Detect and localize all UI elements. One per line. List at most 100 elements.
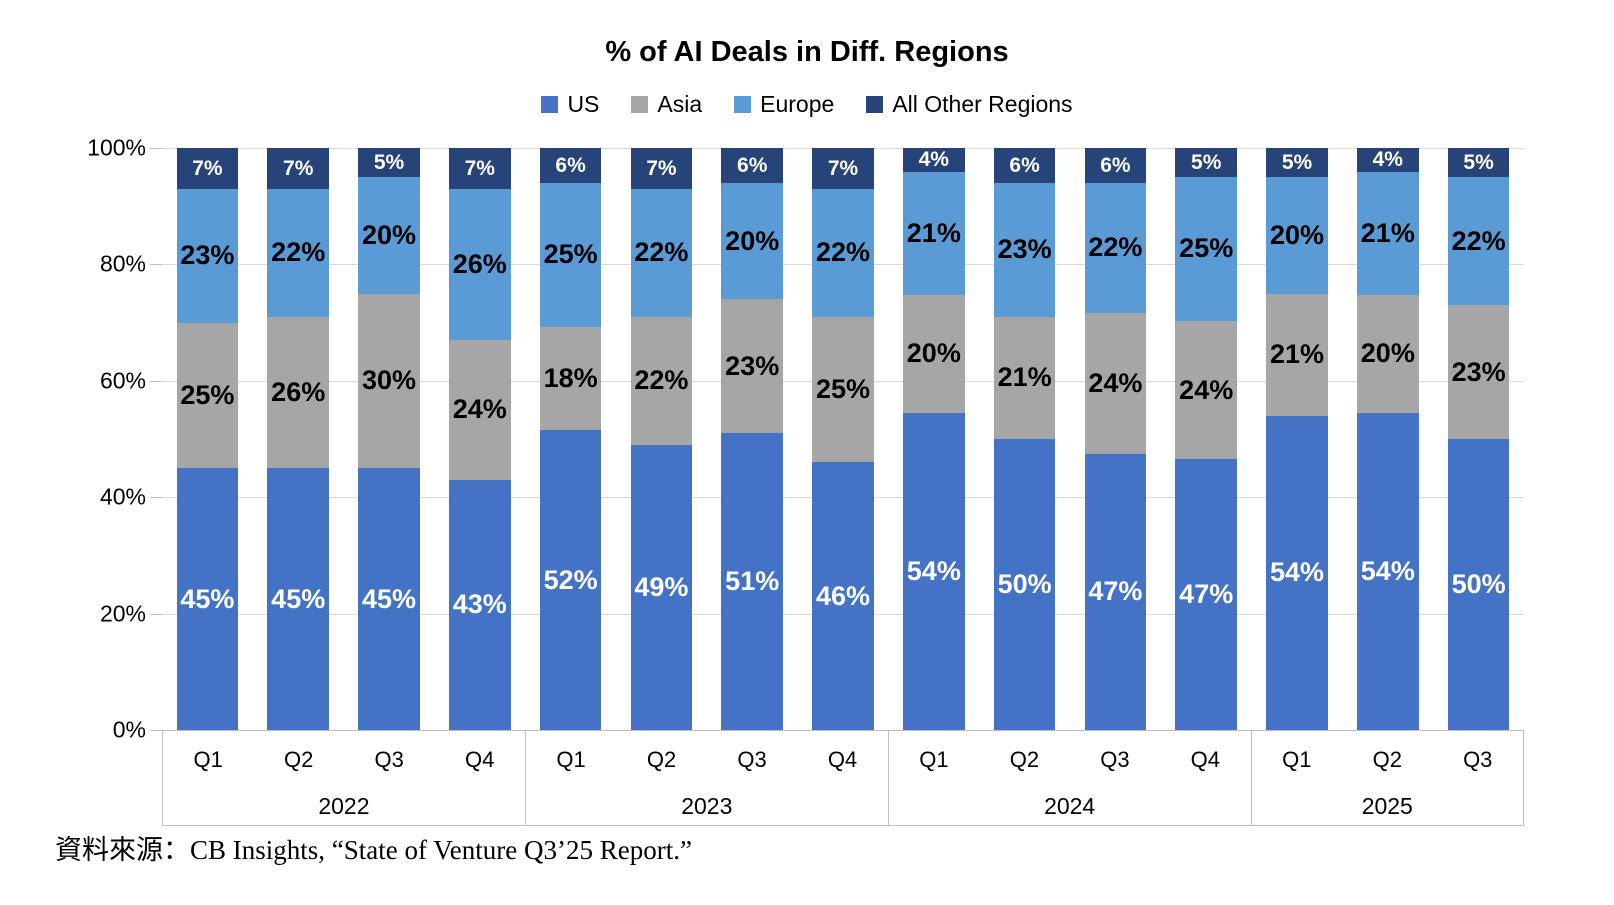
bar-slot-2024-q1: 54% 20% 21% 4% [888,148,979,730]
segment-us: 50% [993,439,1056,730]
segment-all-other-regions: 5% [1175,148,1238,177]
segment-all-other-regions: 6% [993,148,1056,183]
data-label: 45% [180,583,235,614]
data-label: 51% [725,566,780,597]
segment-us: 50% [1447,439,1510,730]
data-label: 45% [361,583,417,614]
segment-europe: 25% [539,182,602,327]
bars-container: 45% 25% 23% 7% 45% 26% 22% 7% 45% 30% 20% 5% 43% 24% 2… [162,147,1524,730]
segment-us: 49% [630,444,693,730]
y-axis-tick-mark [150,148,162,149]
bar-slot-2024-q2: 50% 21% 23% 6% [979,148,1070,730]
year-label: 2024 [1044,793,1096,819]
data-label: 5% [1463,151,1494,175]
data-label: 54% [906,555,961,586]
quarter-label: Q1 [556,746,586,772]
stacked-bar: 54% 21% 20% 5% [1266,148,1328,730]
stacked-bar: 45% 25% 23% 7% [176,148,239,730]
y-axis-tick-mark [150,380,162,382]
segment-us: 54% [902,412,965,730]
data-label: 7% [464,156,495,180]
segment-asia: 21% [1266,293,1328,416]
data-label: 47% [1088,576,1143,607]
chart-legend: US Asia Europe All Other Regions [0,93,1614,116]
data-label: 21% [997,362,1052,393]
data-label: 43% [452,589,507,620]
y-axis-tick-mark [150,497,162,499]
data-label: 4% [1372,148,1403,172]
stacked-bar: 51% 23% 20% 6% [721,148,784,730]
data-label: 4% [918,148,949,172]
legend-item-asia: Asia [631,93,702,116]
segment-asia: 21% [993,316,1056,439]
legend-swatch-icon [866,96,884,113]
segment-asia: 23% [1447,305,1510,439]
segment-asia: 24% [1175,320,1238,460]
x-axis-group-2024: Q1 Q2 Q3 Q4 2024 [887,731,1251,825]
segment-europe: 20% [358,177,420,294]
quarter-label: Q3 [374,746,404,772]
segment-europe: 23% [176,188,239,323]
data-label: 47% [1179,579,1234,610]
bar-slot-2024-q3: 47% 24% 22% 6% [1070,148,1161,730]
segment-asia: 25% [812,316,874,463]
stacked-bar: 47% 24% 22% 6% [1084,148,1147,730]
data-label: 6% [1009,153,1040,177]
stacked-bar: 43% 24% 26% 7% [448,148,511,730]
data-label: 24% [1088,367,1143,398]
segment-asia: 23% [721,299,784,434]
data-label: 54% [1269,557,1325,588]
segment-europe: 23% [993,182,1056,317]
data-label: 7% [646,156,677,180]
segment-asia: 22% [630,316,693,445]
legend-label: Europe [760,91,835,117]
y-axis-label: 100% [87,134,146,161]
quarter-label: Q2 [1009,746,1040,772]
y-axis-label: 60% [99,367,146,394]
bar-slot-2022-q4: 43% 24% 26% 7% [434,148,525,730]
stacked-bar: 50% 21% 23% 6% [993,148,1056,730]
plot-area: 45% 25% 23% 7% 45% 26% 22% 7% 45% 30% 20% 5% 43% 24% 2… [162,147,1524,730]
segment-asia: 20% [902,294,965,413]
y-axis-labels: 100% 80% 60% 40% 20% 0% [0,136,146,741]
bar-group-2022: 45% 25% 23% 7% 45% 26% 22% 7% 45% 30% 20% 5% 43% 24% 2… [162,148,525,730]
segment-us: 54% [1266,415,1328,730]
legend-swatch-icon [541,96,559,113]
quarter-label: Q2 [646,746,677,772]
data-label: 22% [271,237,326,268]
source-note: 資料來源：CB Insights, “State of Venture Q3’2… [55,835,692,865]
quarter-label: Q3 [1100,746,1130,772]
quarter-row-2024: Q1 Q2 Q3 Q4 [889,731,1251,788]
data-label: 21% [1360,217,1415,248]
data-label: 7% [827,156,859,180]
segment-europe: 22% [812,188,874,317]
segment-us: 51% [721,433,784,730]
quarter-row-2022: Q1 Q2 Q3 Q4 [163,731,525,788]
segment-us: 47% [1084,453,1147,730]
segment-us: 45% [176,468,239,730]
chart-title: % of AI Deals in Diff. Regions [605,36,1009,68]
data-label: 46% [815,580,871,611]
segment-all-other-regions: 6% [1084,148,1147,184]
data-label: 23% [725,350,780,381]
legend-label: Asia [657,91,703,117]
data-label: 45% [271,583,326,614]
stacked-bar: 52% 18% 25% 6% [539,148,602,730]
segment-all-other-regions: 5% [1266,148,1328,178]
quarter-label: Q2 [1372,746,1402,772]
bar-group-2024: 54% 20% 21% 4% 50% 21% 23% 6% 47% 24% 22% 6% 47% 24% 2… [888,148,1251,730]
segment-asia: 20% [1356,294,1419,413]
segment-europe: 22% [267,188,330,317]
data-label: 20% [1360,338,1415,369]
bar-slot-2022-q3: 45% 30% 20% 5% [344,148,435,730]
segment-europe: 22% [1084,183,1147,313]
segment-europe: 20% [721,182,784,300]
data-label: 7% [192,156,223,180]
stacked-bar: 54% 20% 21% 4% [902,148,965,730]
segment-all-other-regions: 7% [630,147,693,189]
segment-all-other-regions: 4% [902,148,965,172]
segment-europe: 22% [630,188,693,317]
segment-all-other-regions: 6% [721,148,784,183]
y-axis-tick-mark [150,264,162,266]
segment-europe: 20% [1266,177,1328,294]
